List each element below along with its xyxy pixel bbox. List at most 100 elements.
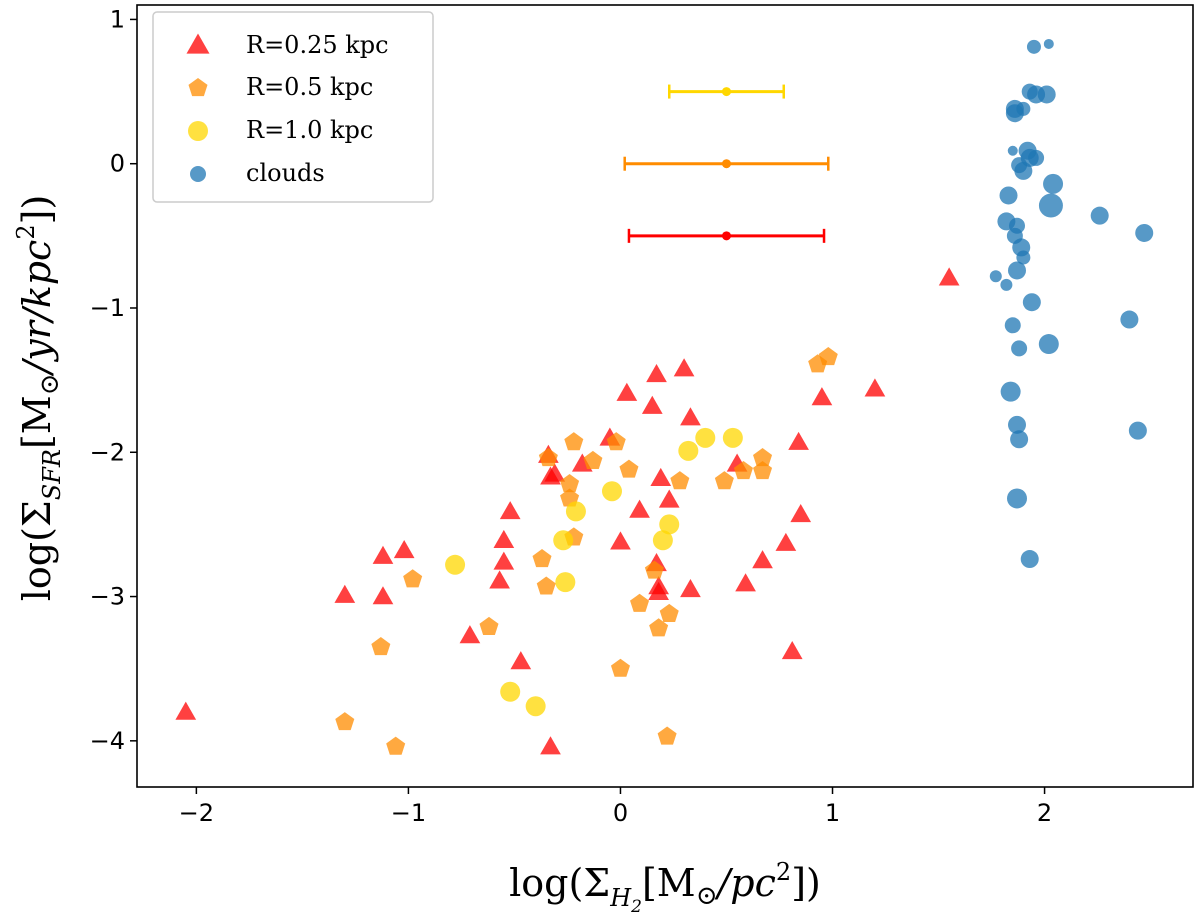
x-tick-label: 2 <box>1037 799 1052 827</box>
y-tick-label: 0 <box>110 150 125 178</box>
y-axis-title: log(ΣSFR[M⊙/yr/kpc2]) <box>12 195 66 602</box>
point-r-0-5-kpc <box>659 603 679 622</box>
point-r-0-25-kpc <box>499 501 521 520</box>
errorbar-center <box>721 87 731 97</box>
point-r-0-25-kpc <box>788 431 809 450</box>
x-title-odot: ⊙ <box>696 881 718 911</box>
errorbar-center <box>721 159 731 169</box>
point-r-0-25-kpc <box>489 570 510 589</box>
point-r-0-25-kpc <box>372 545 394 564</box>
point-r-0-25-kpc <box>775 532 797 551</box>
point-r-0-5-kpc <box>532 549 552 568</box>
point-clouds <box>1043 38 1054 49</box>
point-r-0-25-kpc <box>680 407 701 426</box>
point-r-0-5-kpc <box>619 459 639 478</box>
point-r-0-25-kpc <box>646 364 667 383</box>
point-clouds <box>1022 293 1041 312</box>
legend: R=0.25 kpc R=0.5 kpc R=1.0 kpc clouds <box>152 11 434 203</box>
point-r-1-0-kpc <box>565 501 586 522</box>
point-r-0-5-kpc <box>649 618 669 637</box>
point-r-0-25-kpc <box>393 540 415 559</box>
point-clouds <box>1008 415 1026 434</box>
point-r-0-25-kpc <box>493 551 515 570</box>
point-r-0-5-kpc <box>644 560 664 579</box>
plot-frame <box>136 4 1194 788</box>
point-r-1-0-kpc <box>555 572 576 593</box>
point-clouds <box>1028 149 1045 166</box>
data-points-group <box>175 38 1154 755</box>
point-r-0-5-kpc <box>479 616 499 635</box>
point-r-0-25-kpc <box>334 584 356 603</box>
point-clouds <box>1090 206 1109 225</box>
point-clouds <box>1120 310 1139 329</box>
point-r-0-5-kpc <box>610 658 630 677</box>
point-r-0-5-kpc <box>657 726 677 745</box>
point-clouds <box>1128 421 1147 440</box>
point-r-1-0-kpc <box>722 427 743 448</box>
errorbar-center <box>721 231 731 241</box>
point-r-1-0-kpc <box>659 514 680 535</box>
errorbars-group <box>623 84 830 243</box>
point-r-0-25-kpc <box>650 467 672 487</box>
point-r-0-5-kpc <box>714 471 734 490</box>
point-clouds <box>1000 381 1021 402</box>
x-title-subsub: 2 <box>630 897 642 917</box>
point-clouds <box>1011 340 1028 357</box>
point-r-0-5-kpc <box>403 569 423 588</box>
point-clouds <box>1007 145 1018 156</box>
x-axis-title: log(ΣH2[M⊙/pc2]) <box>509 858 821 917</box>
point-r-0-25-kpc <box>673 358 695 377</box>
x-title-sup: 2 <box>776 858 791 886</box>
point-r-0-5-kpc <box>818 347 838 366</box>
point-r-0-25-kpc <box>459 625 481 644</box>
point-clouds <box>1004 317 1021 334</box>
point-r-0-25-kpc <box>648 581 669 600</box>
point-clouds <box>1000 278 1013 291</box>
point-r-0-5-kpc <box>536 576 556 595</box>
point-r-0-5-kpc <box>538 448 558 467</box>
point-r-0-25-kpc <box>864 378 886 397</box>
point-r-0-25-kpc <box>616 382 638 401</box>
point-r-1-0-kpc <box>652 530 673 551</box>
point-clouds <box>1038 334 1059 355</box>
point-r-0-5-kpc <box>630 593 650 612</box>
y-tick-label: −3 <box>90 583 125 611</box>
point-r-0-25-kpc <box>752 550 773 569</box>
y-tick-label: 1 <box>110 5 125 33</box>
point-r-1-0-kpc <box>695 427 716 448</box>
point-r-0-25-kpc <box>610 531 631 550</box>
x-tick-label: 1 <box>825 799 840 827</box>
y-ticks-group: −4 −3 −2 −1 0 1 <box>90 5 137 755</box>
x-title-end: ]) <box>791 861 821 905</box>
point-r-0-25-kpc <box>641 395 663 414</box>
x-tick-label: −1 <box>391 799 426 827</box>
point-r-1-0-kpc <box>500 681 521 702</box>
legend-label-r10: R=1.0 kpc <box>246 116 373 144</box>
point-r-0-5-kpc <box>386 736 406 755</box>
y-title-main: log(Σ <box>15 500 59 601</box>
point-clouds <box>1007 488 1027 509</box>
point-r-0-25-kpc <box>510 651 532 670</box>
point-r-0-25-kpc <box>735 573 756 592</box>
point-r-0-25-kpc <box>781 641 803 660</box>
point-clouds <box>1020 550 1039 569</box>
point-clouds <box>989 270 1002 283</box>
legend-markers <box>186 33 210 182</box>
point-r-0-5-kpc <box>670 471 690 490</box>
point-clouds <box>1135 223 1154 242</box>
y-title-sup: 2 <box>12 224 40 239</box>
legend-label-clouds: clouds <box>246 159 325 187</box>
x-title-sub: H <box>609 884 632 912</box>
y-title-rest: [M <box>15 395 59 449</box>
point-clouds <box>1026 39 1041 54</box>
point-clouds <box>1008 261 1026 280</box>
point-r-0-5-kpc <box>371 637 391 656</box>
point-clouds <box>1010 430 1029 449</box>
point-r-0-25-kpc <box>544 463 566 482</box>
legend-marker-circle <box>190 166 206 182</box>
y-title-odot: ⊙ <box>35 374 65 396</box>
point-r-0-25-kpc <box>811 387 833 406</box>
x-title-main: log(Σ <box>509 861 610 905</box>
point-r-0-5-kpc <box>335 712 355 731</box>
legend-label-r05: R=0.5 kpc <box>246 73 373 101</box>
